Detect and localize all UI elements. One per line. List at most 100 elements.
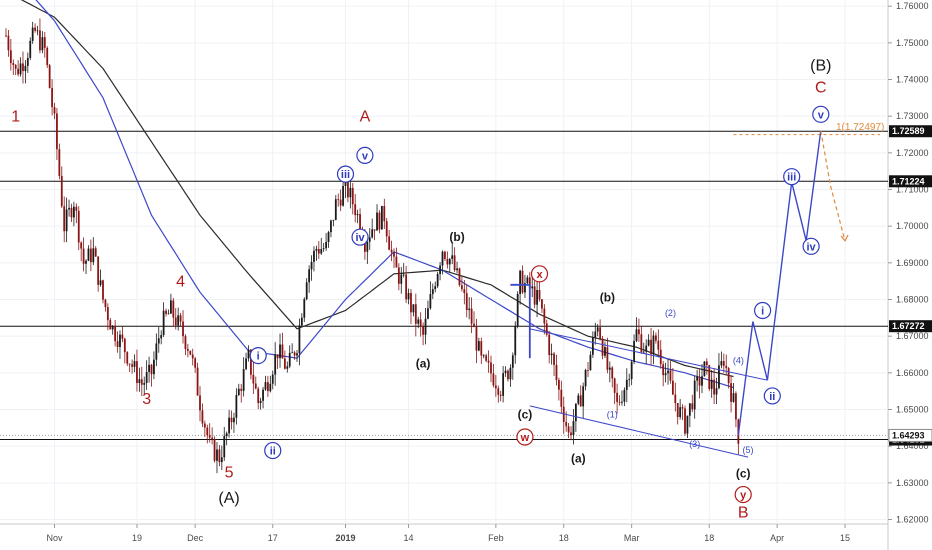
candle-body	[405, 274, 408, 300]
triangle-wave-label: (3)	[689, 439, 700, 449]
candle-body	[9, 50, 12, 64]
circled-wave-label: iv	[802, 237, 820, 255]
wave-label: C	[815, 79, 827, 96]
label-circle	[812, 105, 830, 123]
candle-body	[681, 407, 684, 409]
candle-body	[60, 175, 63, 207]
candle-body	[444, 251, 446, 259]
candle-body	[119, 334, 121, 347]
candle-body	[199, 395, 201, 411]
candle-body	[436, 273, 439, 287]
candle-body	[53, 107, 56, 114]
candle-body	[121, 334, 124, 339]
candle-body	[693, 380, 696, 410]
candle-body	[111, 326, 114, 330]
candle-body	[647, 339, 650, 346]
candlestick-series[interactable]	[5, 18, 740, 474]
candle-body	[17, 68, 20, 75]
candle-body	[509, 367, 512, 380]
candle-body	[538, 290, 541, 300]
candle-body	[92, 248, 95, 263]
candle-body	[720, 361, 723, 366]
candle-body	[82, 248, 85, 264]
projection-arrowhead	[840, 234, 849, 242]
candle-body	[555, 364, 558, 381]
candle-body	[347, 175, 349, 198]
circled-wave-label: v	[356, 146, 374, 164]
candle-body	[228, 417, 230, 434]
price-axis[interactable]: 1.76000 1.75000 1.74000 1.73000 1.72000 1.710…	[888, 1, 932, 525]
candle-body	[664, 373, 667, 376]
candle-body	[519, 270, 521, 295]
label-text: w	[520, 432, 530, 444]
moving-averages	[20, 0, 734, 389]
candle-body	[145, 372, 148, 383]
candle-body	[599, 327, 602, 339]
price-tick-label: 1.67000	[896, 331, 929, 341]
candle-body	[511, 355, 514, 368]
candle-body	[218, 449, 221, 463]
candle-body	[722, 361, 725, 366]
wave-label: (a)	[571, 452, 586, 466]
candle-body	[99, 280, 102, 285]
candle-body	[536, 290, 538, 305]
time-axis[interactable]: Nov 19 Dec 17 2019 14 Feb 18 Mar 18 Apr 15	[46, 524, 850, 543]
candle-body	[526, 277, 529, 284]
candle-body	[463, 289, 466, 294]
candle-body	[366, 241, 369, 252]
candle-body	[51, 87, 53, 108]
candle-body	[29, 40, 32, 58]
time-tick-label: 14	[404, 533, 414, 543]
label-text: iii	[341, 169, 350, 181]
candle-body	[220, 457, 223, 463]
projection-path	[737, 130, 822, 436]
candle-body	[150, 364, 153, 375]
price-tick-label: 1.74000	[896, 75, 929, 85]
label-circle	[249, 347, 267, 365]
candle-body	[550, 353, 553, 356]
candle-body	[186, 348, 189, 351]
candle-body	[397, 267, 400, 284]
candle-body	[291, 352, 294, 354]
circled-wave-label: i	[753, 301, 772, 320]
candle-body	[140, 379, 143, 385]
level-price-tag: 1.71224	[889, 175, 932, 188]
candle-body	[356, 214, 359, 216]
horizontal-levels	[0, 130, 888, 441]
candle-body	[441, 251, 444, 266]
candle-body	[458, 268, 461, 286]
candle-body	[688, 403, 691, 416]
candle-body	[380, 206, 383, 230]
label-circle	[351, 228, 369, 246]
candle-body	[543, 308, 546, 324]
price-tick-label: 1.64000	[896, 441, 929, 451]
candle-body	[300, 317, 303, 326]
circled-wave-label: x	[530, 265, 549, 283]
candle-body	[485, 355, 488, 361]
wave-label: (b)	[600, 290, 615, 304]
candle-body	[298, 325, 301, 354]
candle-body	[679, 407, 682, 418]
candle-body	[259, 400, 262, 403]
candle-body	[349, 187, 352, 198]
wave-label: 1	[11, 109, 20, 126]
candle-body	[89, 248, 92, 263]
candle-body	[630, 361, 633, 380]
candle-body	[162, 310, 165, 336]
candle-body	[12, 63, 15, 65]
tag-bg	[889, 175, 932, 188]
candle-body	[351, 187, 354, 205]
candle-body	[378, 212, 381, 230]
candle-body	[521, 270, 524, 293]
level-price-tag: 1.72589	[889, 125, 932, 138]
candle-body	[565, 421, 568, 427]
candle-body	[528, 277, 531, 289]
candle-body	[179, 315, 182, 322]
candle-body	[58, 149, 61, 176]
candle-body	[242, 369, 245, 391]
candle-body	[621, 401, 623, 403]
candle-body	[48, 65, 51, 88]
candle-body	[257, 388, 260, 403]
candle-body	[114, 326, 117, 342]
price-tick-label: 1.72000	[896, 148, 929, 158]
